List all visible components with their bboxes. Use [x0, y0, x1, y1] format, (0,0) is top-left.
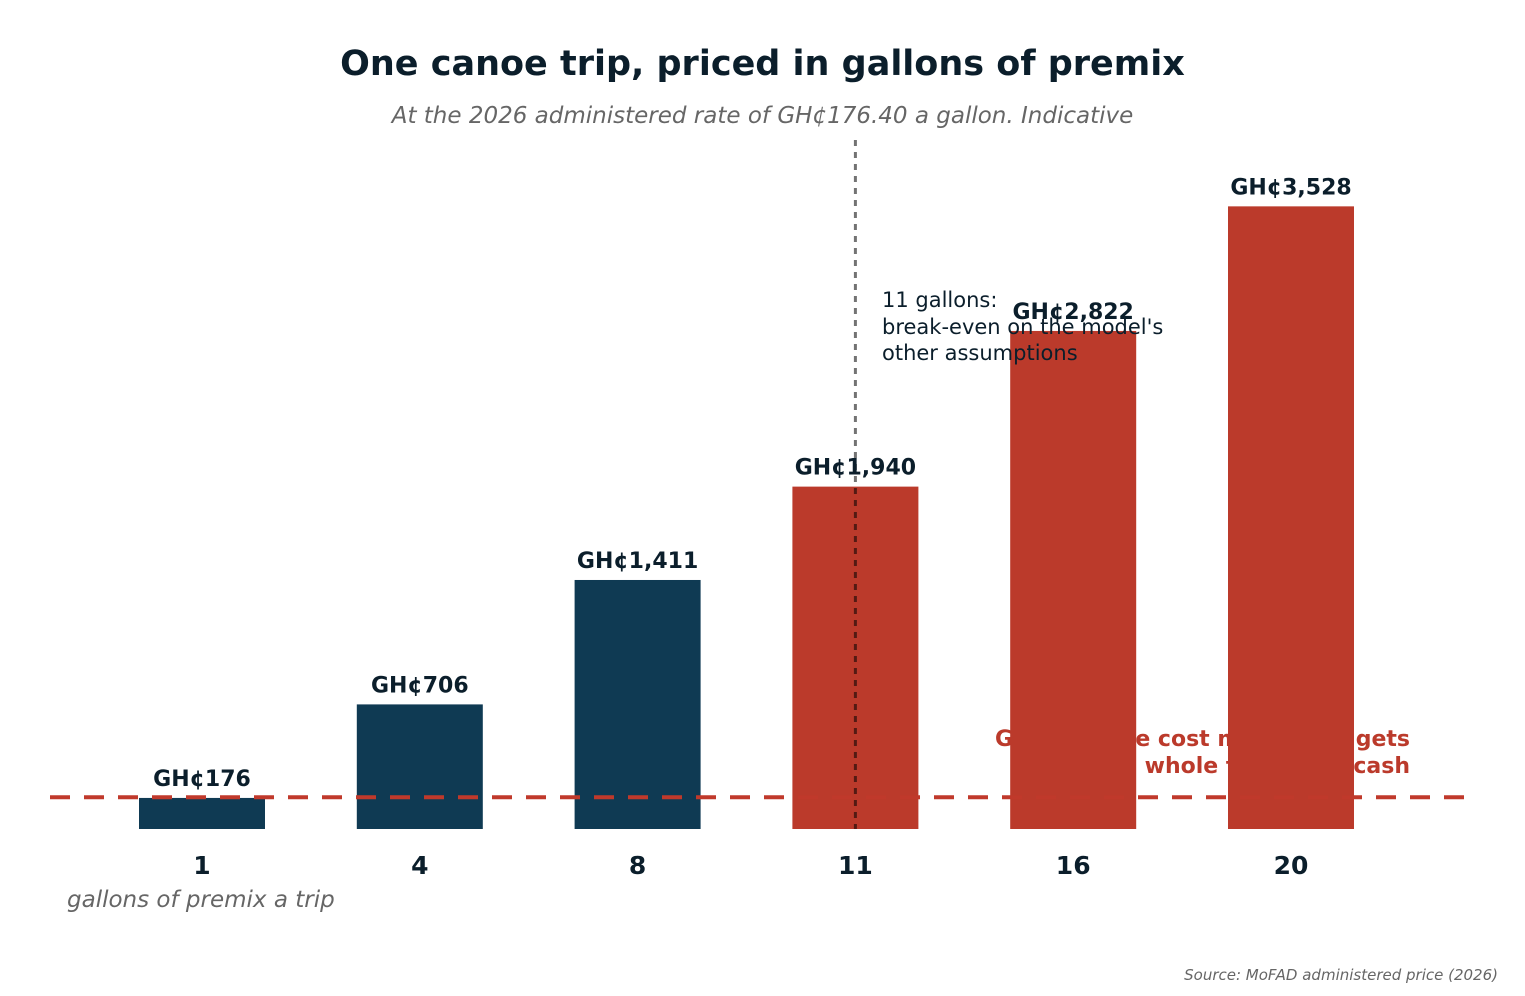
- chart-subtitle: At the 2026 administered rate of GH¢176.…: [391, 103, 1134, 129]
- chart-title: One canoe trip, priced in gallons of pre…: [340, 44, 1185, 84]
- x-tick-label-16: 16: [1056, 851, 1091, 880]
- value-label-11: GH¢1,940: [795, 456, 916, 481]
- bar-16: [1010, 330, 1137, 829]
- source-note: Source: MoFAD administered price (2026): [1184, 966, 1498, 984]
- x-tick-label-11: 11: [838, 851, 873, 880]
- x-tick-label-4: 4: [411, 851, 428, 880]
- value-label-16: GH¢2,822: [1013, 300, 1134, 325]
- x-tick-label-1: 1: [193, 851, 210, 880]
- x-axis-label: gallons of premix a trip: [67, 887, 335, 913]
- bar-20: [1228, 206, 1354, 829]
- break-even-annotation-line2: break-even on the model's: [882, 315, 1163, 339]
- x-tick-label-8: 8: [629, 851, 646, 880]
- value-label-8: GH¢1,411: [577, 549, 698, 574]
- break-even-annotation-line3: other assumptions: [882, 341, 1078, 365]
- x-tick-labels-group: 1 4 8 11 16 20: [193, 851, 1308, 880]
- break-even-annotation-line1: 11 gallons:: [882, 288, 997, 312]
- bars-group: [139, 206, 1354, 829]
- value-label-1: GH¢176: [153, 767, 251, 792]
- bar-1: [139, 797, 265, 829]
- break-even-annotation: 11 gallons: break-even on the model's ot…: [882, 288, 1163, 365]
- x-tick-label-20: 20: [1274, 851, 1309, 880]
- value-labels-group: GH¢176 GH¢706 GH¢1,411 GH¢1,940 GH¢2,822 GH¢3…: [153, 175, 1352, 792]
- value-label-20: GH¢3,528: [1230, 175, 1351, 200]
- bar-4: [356, 704, 483, 829]
- value-label-4: GH¢706: [371, 673, 469, 698]
- bar-8: [574, 579, 701, 829]
